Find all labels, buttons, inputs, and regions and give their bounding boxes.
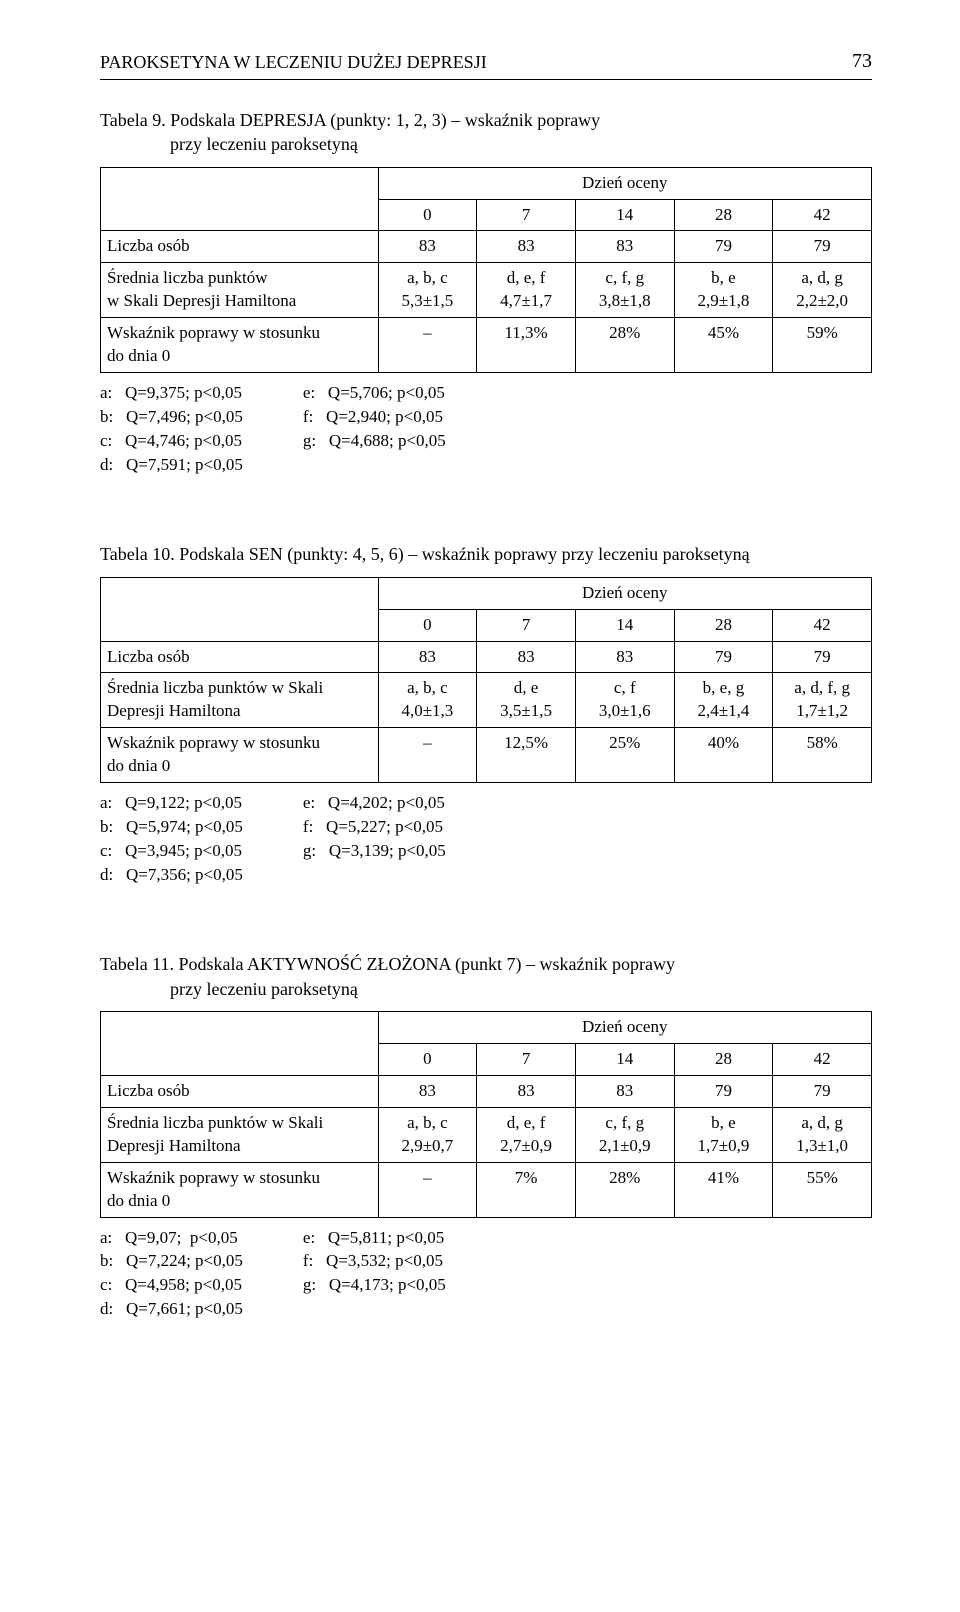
col-day: 0 [378,199,477,231]
col-day: 42 [773,1043,872,1075]
table10: Dzień oceny 0 7 14 28 42 Liczba osób 83 … [100,577,872,784]
cell: 83 [378,1075,477,1107]
col-day: 28 [674,1043,773,1075]
cell: a, d, f, g 1,7±1,2 [773,673,872,728]
cell: 11,3% [477,318,576,373]
cell: 59% [773,318,872,373]
cell: b, e, g 2,4±1,4 [674,673,773,728]
group-header: Dzień oceny [378,577,871,609]
cell: a, b, c 2,9±0,7 [378,1107,477,1162]
col-day: 28 [674,609,773,641]
col-day: 0 [378,609,477,641]
cell: b, e 2,9±1,8 [674,263,773,318]
cell: d, e, f 2,7±0,9 [477,1107,576,1162]
cell: 25% [575,728,674,783]
col-day: 42 [773,609,872,641]
table9-caption: Tabela 9. Podskala DEPRESJA (punkty: 1, … [100,108,872,157]
cell: c, f 3,0±1,6 [575,673,674,728]
col-day: 42 [773,199,872,231]
row-label: Średnia liczba punktów w Skali Depresji … [101,673,379,728]
cell: a, d, g 1,3±1,0 [773,1107,872,1162]
cell: 83 [575,231,674,263]
footnote-right: e: Q=4,202; p<0,05 f: Q=5,227; p<0,05 g:… [303,791,446,886]
cell: c, f, g 2,1±0,9 [575,1107,674,1162]
cell: 79 [773,641,872,673]
table11: Dzień oceny 0 7 14 28 42 Liczba osób 83 … [100,1011,872,1218]
row-label: Średnia liczba punktów w Skali Depresji … [101,263,379,318]
cell: 40% [674,728,773,783]
cell: 79 [773,1075,872,1107]
cell: d, e 3,5±1,5 [477,673,576,728]
caption-text: Tabela 9. Podskala DEPRESJA (punkty: 1, … [100,110,600,130]
cell: 83 [477,641,576,673]
cell: – [378,1162,477,1217]
header-title: PAROKSETYNA W LECZENIU DUŻEJ DEPRESJI [100,52,487,73]
col-day: 7 [477,609,576,641]
cell: 83 [378,231,477,263]
cell: a, d, g 2,2±2,0 [773,263,872,318]
table11-caption: Tabela 11. Podskala AKTYWNOŚĆ ZŁOŻONA (p… [100,952,872,1001]
row-label: Liczba osób [101,231,379,263]
cell: 28% [575,1162,674,1217]
caption-text: Tabela 11. Podskala AKTYWNOŚĆ ZŁOŻONA (p… [100,954,675,974]
row-label: Liczba osób [101,1075,379,1107]
cell: 41% [674,1162,773,1217]
cell: 83 [575,641,674,673]
caption-text-line2: przy leczeniu paroksetyną [100,977,872,1001]
cell: 7% [477,1162,576,1217]
row-label: Liczba osób [101,641,379,673]
caption-text: Tabela 10. Podskala SEN (punkty: 4, 5, 6… [100,544,750,564]
row-label: Średnia liczba punktów w Skali Depresji … [101,1107,379,1162]
col-day: 7 [477,1043,576,1075]
table10-footnotes: a: Q=9,122; p<0,05 b: Q=5,974; p<0,05 c:… [100,791,872,886]
cell: 83 [378,641,477,673]
col-day: 0 [378,1043,477,1075]
col-day: 28 [674,199,773,231]
cell: c, f, g 3,8±1,8 [575,263,674,318]
cell: a, b, c 5,3±1,5 [378,263,477,318]
footnote-right: e: Q=5,811; p<0,05 f: Q=3,532; p<0,05 g:… [303,1226,446,1321]
cell: 79 [674,231,773,263]
cell: – [378,728,477,783]
cell: 28% [575,318,674,373]
table9: Dzień oceny 0 7 14 28 42 Liczba osób 83 … [100,167,872,374]
group-header: Dzień oceny [378,1011,871,1043]
footnote-left: a: Q=9,07; p<0,05 b: Q=7,224; p<0,05 c: … [100,1226,243,1321]
caption-text-line2: przy leczeniu paroksetyną [100,132,872,156]
cell: 55% [773,1162,872,1217]
col-day: 14 [575,1043,674,1075]
footnote-right: e: Q=5,706; p<0,05 f: Q=2,940; p<0,05 g:… [303,381,446,476]
col-day: 14 [575,199,674,231]
cell: 83 [477,1075,576,1107]
cell: – [378,318,477,373]
row-label: Wskaźnik poprawy w stosunku do dnia 0 [101,728,379,783]
col-day: 14 [575,609,674,641]
cell: 83 [477,231,576,263]
footnote-left: a: Q=9,122; p<0,05 b: Q=5,974; p<0,05 c:… [100,791,243,886]
running-header: PAROKSETYNA W LECZENIU DUŻEJ DEPRESJI 73 [100,50,872,80]
page-number: 73 [852,50,872,73]
row-label: Wskaźnik poprawy w stosunku do dnia 0 [101,318,379,373]
cell: d, e, f 4,7±1,7 [477,263,576,318]
cell: 12,5% [477,728,576,783]
cell: b, e 1,7±0,9 [674,1107,773,1162]
cell: 79 [773,231,872,263]
table9-footnotes: a: Q=9,375; p<0,05 b: Q=7,496; p<0,05 c:… [100,381,872,476]
cell: a, b, c 4,0±1,3 [378,673,477,728]
footnote-left: a: Q=9,375; p<0,05 b: Q=7,496; p<0,05 c:… [100,381,243,476]
col-day: 7 [477,199,576,231]
group-header: Dzień oceny [378,167,871,199]
cell: 79 [674,1075,773,1107]
table10-caption: Tabela 10. Podskala SEN (punkty: 4, 5, 6… [100,542,872,566]
cell: 45% [674,318,773,373]
table11-footnotes: a: Q=9,07; p<0,05 b: Q=7,224; p<0,05 c: … [100,1226,872,1321]
cell: 83 [575,1075,674,1107]
cell: 58% [773,728,872,783]
cell: 79 [674,641,773,673]
row-label: Wskaźnik poprawy w stosunku do dnia 0 [101,1162,379,1217]
